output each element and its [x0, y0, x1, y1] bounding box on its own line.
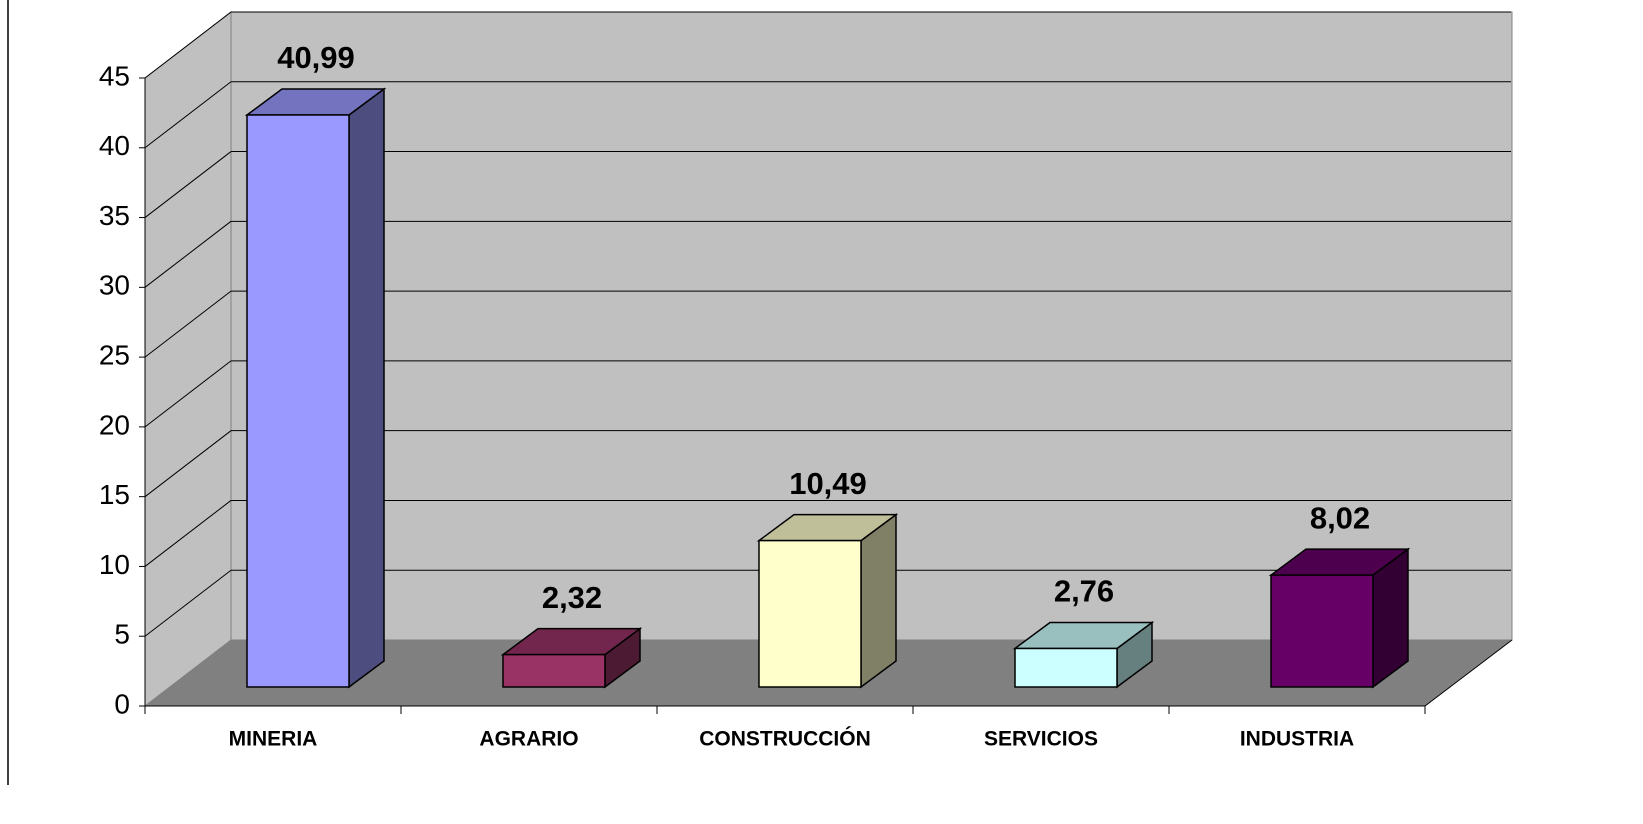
y-tick-label: 35 [99, 200, 130, 231]
data-label: 10,49 [789, 466, 867, 501]
y-tick-label: 15 [99, 479, 130, 510]
y-tick-label: 40 [99, 130, 130, 161]
y-tick-label: 5 [114, 619, 130, 650]
data-label: 40,99 [277, 40, 355, 75]
data-label: 2,32 [542, 580, 602, 615]
y-tick-label: 45 [99, 60, 130, 91]
grid-line [144, 151, 232, 218]
y-tick-label: 20 [99, 409, 130, 440]
data-label: 8,02 [1310, 500, 1370, 535]
bar [1014, 647, 1118, 688]
y-tick-label: 25 [99, 340, 130, 371]
grid-line [144, 430, 232, 498]
grid-line [144, 220, 232, 288]
data-label: 2,76 [1054, 574, 1114, 609]
x-tick-label: AGRARIO [479, 728, 578, 751]
bar [502, 653, 606, 688]
grid-line [144, 11, 232, 79]
x-tick-label: MINERIA [229, 728, 318, 751]
x-tick-label: CONSTRUCCIÓN [699, 727, 871, 751]
grid-line [144, 81, 232, 149]
grid-line [144, 290, 232, 358]
x-tick-label: INDUSTRIA [1240, 728, 1354, 751]
bar [1270, 574, 1374, 688]
bar-side [860, 513, 897, 689]
grid-line [144, 360, 232, 428]
y-tick-label: 30 [99, 270, 130, 301]
bar [758, 539, 862, 688]
bar-side [348, 87, 385, 689]
side-wall [144, 10, 232, 708]
floor-edge [1424, 639, 1513, 707]
x-tick-label: SERVICIOS [984, 728, 1098, 751]
y-tick-label: 0 [114, 688, 130, 719]
y-tick-label: 10 [99, 549, 130, 580]
grid-line [144, 569, 232, 637]
bar [246, 114, 350, 688]
grid-line [144, 500, 232, 567]
